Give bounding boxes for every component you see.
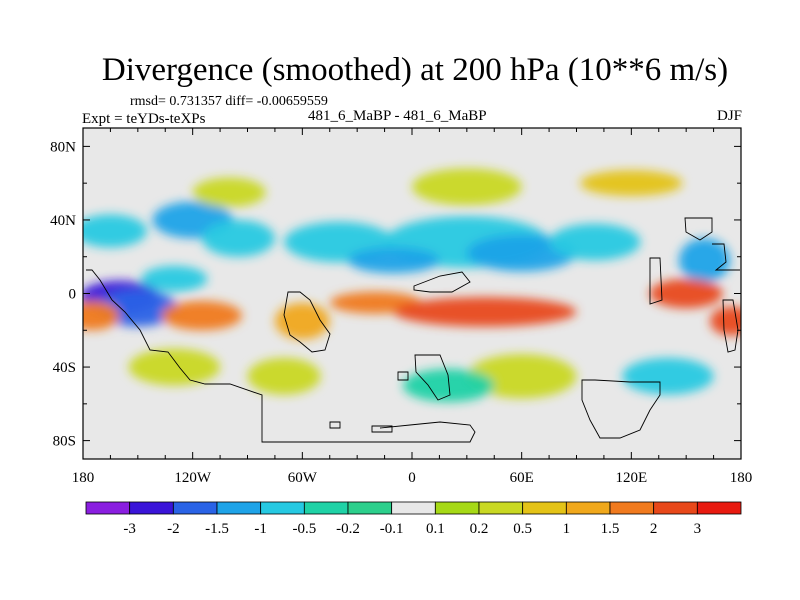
colorbar-swatch xyxy=(434,501,480,515)
field-anomaly-22 xyxy=(622,357,714,395)
colorbar-label: 0.1 xyxy=(426,521,445,537)
field-anomaly-5 xyxy=(201,219,275,257)
x-tick-label: 0 xyxy=(408,470,416,486)
colorbar-swatch xyxy=(565,501,611,515)
colorbar-swatch xyxy=(609,501,655,515)
stats-label: rmsd= 0.731357 diff= -0.00659559 xyxy=(130,94,328,109)
colorbar-label: -0.2 xyxy=(336,521,360,537)
field-anomaly-10 xyxy=(348,247,440,274)
colorbar-swatch xyxy=(347,501,393,515)
divergence-field xyxy=(83,168,741,402)
colorbar-label: 1.5 xyxy=(601,521,620,537)
colorbar-swatch xyxy=(303,501,349,515)
field-anomaly-11 xyxy=(678,238,731,283)
colorbar-label: 3 xyxy=(694,521,702,537)
colorbar-label: 0.2 xyxy=(470,521,489,537)
field-anomaly-24 xyxy=(192,177,266,208)
x-tick-label: 120E xyxy=(615,470,647,486)
y-tick-label: 80N xyxy=(50,139,76,155)
colorbar-swatch xyxy=(522,501,567,515)
field-anomaly-23 xyxy=(402,368,495,402)
field-anomaly-9 xyxy=(549,223,641,261)
colorbar-swatch xyxy=(172,501,218,515)
field-anomaly-8 xyxy=(466,234,577,272)
coastlines xyxy=(86,217,740,443)
colorbar-swatch xyxy=(85,501,131,515)
field-anomaly-13 xyxy=(161,300,243,331)
chart-title: Divergence (smoothed) at 200 hPa (10**6 … xyxy=(101,52,729,88)
colorbar-swatch xyxy=(696,501,742,515)
field-anomaly-18 xyxy=(709,306,741,336)
colorbar-label: -0.5 xyxy=(292,521,316,537)
x-tick-label: 120W xyxy=(174,470,212,486)
colorbar-label: 2 xyxy=(650,521,658,537)
colorbar-swatch xyxy=(129,501,174,515)
x-tick-label: 60W xyxy=(288,470,318,486)
field-anomaly-14 xyxy=(274,302,330,340)
field-anomaly-12 xyxy=(83,300,120,331)
colorbar-label: -3 xyxy=(123,521,136,537)
colorbar-swatch xyxy=(391,501,436,515)
x-tick-label: 180 xyxy=(72,470,95,486)
colorbar-swatch xyxy=(478,501,524,515)
y-tick-label: 80S xyxy=(53,434,76,450)
colorbar-label: 1 xyxy=(563,521,571,537)
y-tick-label: 40S xyxy=(53,360,76,376)
field-anomaly-16 xyxy=(393,297,577,327)
y-axis: 80N 40N 0 40S 80S xyxy=(50,139,741,450)
x-tick-label: 180 xyxy=(730,470,753,486)
x-tick-label: 60E xyxy=(510,470,534,486)
field-anomaly-17 xyxy=(649,278,723,309)
colorbar-swatch xyxy=(653,501,698,515)
field-anomaly-26 xyxy=(580,170,683,197)
y-tick-label: 0 xyxy=(69,287,77,303)
field-anomaly-25 xyxy=(412,168,522,206)
field-anomaly-3 xyxy=(83,214,147,248)
colorbar: -3 -2 -1.5 -1 -0.5 -0.2 -0.1 0.1 0.2 0.5 1 1.5 2 3 xyxy=(85,501,742,537)
colorbar-label: -1 xyxy=(254,521,267,537)
colorbar-swatch xyxy=(260,501,305,515)
field-anomaly-21 xyxy=(466,354,577,399)
colorbar-label: -2 xyxy=(167,521,180,537)
colorbar-label: 0.5 xyxy=(513,521,532,537)
field-anomaly-19 xyxy=(247,357,321,395)
y-tick-label: 40N xyxy=(50,213,76,229)
colorbar-label: -1.5 xyxy=(205,521,229,537)
season-label: DJF xyxy=(716,108,742,124)
colorbar-label: -0.1 xyxy=(380,521,404,537)
experiment-label: Expt = teYDs-teXPs xyxy=(82,111,206,127)
x-axis: 180 120W 60W 0 60E 120E 180 xyxy=(72,128,753,486)
field-anomaly-2 xyxy=(141,265,208,292)
run-label: 481_6_MaBP - 481_6_MaBP xyxy=(308,108,487,124)
field-anomaly-20 xyxy=(128,348,221,386)
colorbar-swatch xyxy=(216,501,262,515)
